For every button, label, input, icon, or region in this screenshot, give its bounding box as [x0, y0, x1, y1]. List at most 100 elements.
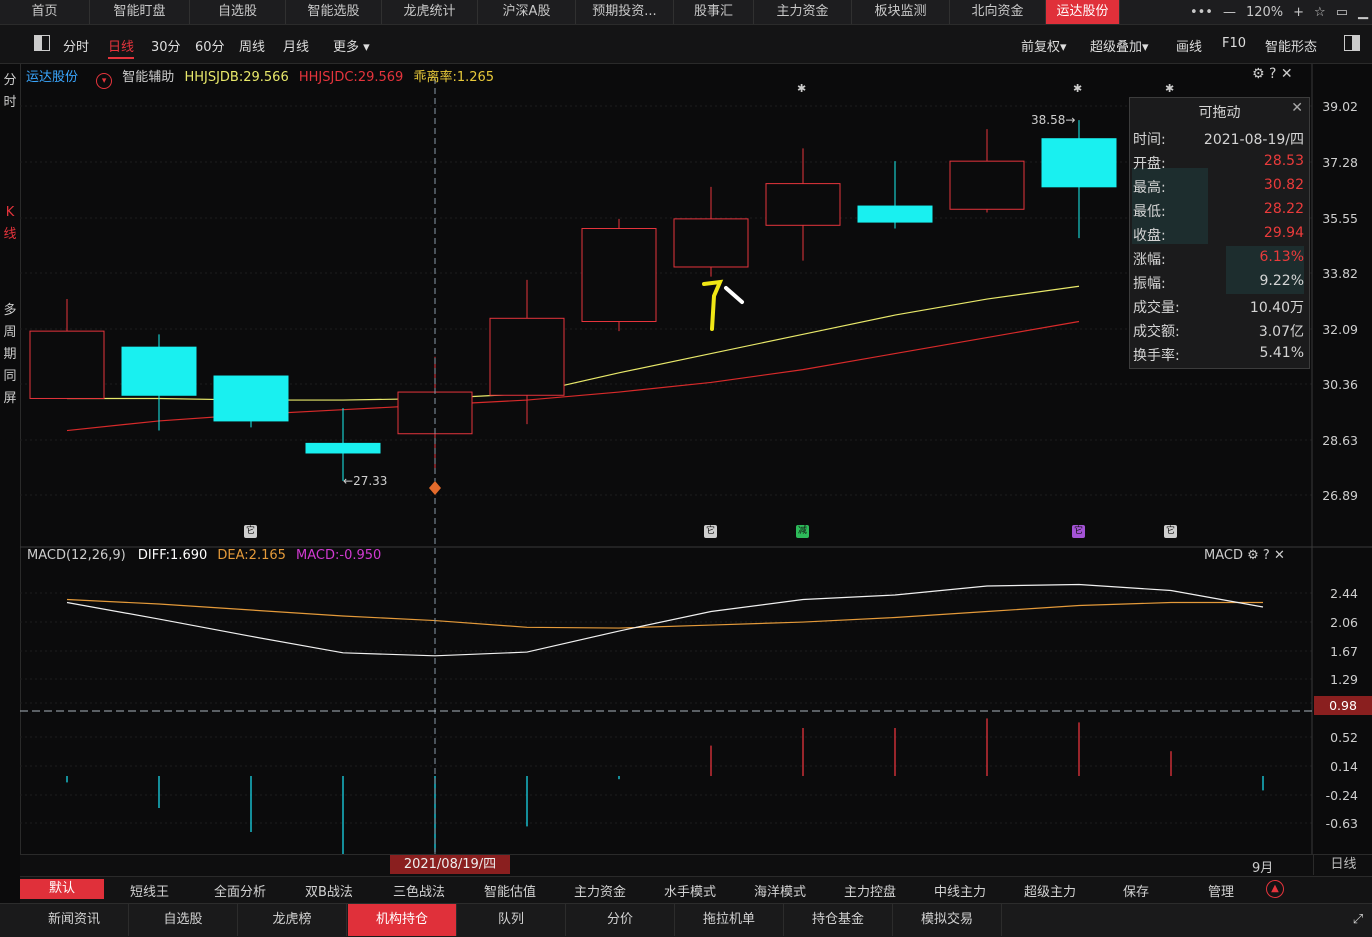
event-marker-icon[interactable]: 它	[1164, 525, 1177, 538]
indicator-tab[interactable]: 水手模式	[664, 885, 717, 900]
top-tab[interactable]: 龙虎统计	[382, 0, 478, 24]
overlay-dropdown[interactable]: 超级叠加▾	[1090, 40, 1149, 55]
indicator-tab[interactable]: 智能估值	[484, 885, 537, 900]
info-tab[interactable]: 队列	[457, 904, 566, 936]
event-marker-icon[interactable]: 减	[796, 525, 809, 538]
view-fenshi[interactable]: 分时	[3, 73, 17, 110]
top-tab[interactable]: 自选股	[190, 0, 286, 24]
macd-diff: DIFF:1.690	[137, 548, 208, 563]
close-icon[interactable]: ✕	[1273, 548, 1285, 563]
price-axis-label: 26.89	[1322, 488, 1358, 503]
fuquan-dropdown[interactable]: 前复权▾	[1021, 40, 1067, 55]
candle-body[interactable]	[305, 442, 381, 454]
smart-pattern-button[interactable]: 智能形态	[1265, 40, 1318, 55]
macd-axis-label: 1.67	[1330, 644, 1358, 659]
indicator-tab[interactable]: 中线主力	[934, 885, 987, 900]
monitor-icon[interactable]: ▭	[1335, 4, 1348, 20]
candle-body[interactable]	[1041, 138, 1117, 188]
period-weekly[interactable]: 周线	[239, 40, 266, 55]
indicator-tab[interactable]: 超级主力	[1024, 885, 1077, 900]
draw-line-button[interactable]: 画线	[1176, 40, 1203, 55]
candle-body[interactable]	[949, 160, 1025, 210]
settings-icon[interactable]: ⚙	[1247, 548, 1259, 563]
top-tab[interactable]: 首页	[0, 0, 90, 24]
event-marker-icon[interactable]: 它	[1072, 525, 1085, 538]
indicator-tab[interactable]: 保存	[1123, 885, 1150, 900]
info-tab[interactable]: 持仓基金	[784, 904, 893, 936]
info-tab[interactable]: 新闻资讯	[20, 904, 129, 936]
event-marker-icon[interactable]: 它	[244, 525, 257, 538]
hand-drawn-annotation	[702, 279, 724, 331]
candle-body[interactable]	[29, 330, 105, 399]
period-daily[interactable]: 日线	[108, 36, 135, 59]
candle-body[interactable]	[581, 228, 657, 323]
period-fenshi[interactable]: 分时	[63, 40, 90, 55]
settings-icon[interactable]: ⚙	[1252, 66, 1265, 82]
star-marker-icon: ✱	[1165, 82, 1175, 95]
kline-header-controls: ⚙ ? ✕	[1252, 66, 1293, 82]
indicator-tab[interactable]: 默认	[20, 879, 104, 899]
period-30min[interactable]: 30分	[151, 40, 181, 55]
popup-row: 换手率: 5.41%	[1132, 345, 1306, 367]
popup-key: 收盘:	[1133, 228, 1166, 244]
macd-axis-label: 2.06	[1330, 615, 1358, 630]
top-tab[interactable]: 北向资金	[950, 0, 1046, 24]
top-tab[interactable]: 智能选股	[286, 0, 382, 24]
deviation-value: 乖离率:1.265	[413, 70, 495, 85]
candle-body[interactable]	[673, 218, 749, 268]
candle-body[interactable]	[857, 205, 933, 223]
star-icon[interactable]: ☆	[1314, 4, 1326, 20]
top-tab[interactable]: 主力资金	[754, 0, 852, 24]
indicator-tab[interactable]: 海洋模式	[754, 885, 807, 900]
info-tab[interactable]: 模拟交易	[893, 904, 1002, 936]
top-tab[interactable]: 股事汇	[674, 0, 754, 24]
zoom-out-icon[interactable]: —	[1222, 4, 1236, 20]
period-monthly[interactable]: 月线	[283, 40, 310, 55]
more-dropdown[interactable]: 更多 ▾	[333, 40, 370, 55]
help-icon[interactable]: ?	[1262, 548, 1270, 563]
top-tab[interactable]: 预期投资...	[576, 0, 674, 24]
candle-body[interactable]	[489, 317, 565, 396]
period-60min[interactable]: 60分	[195, 40, 225, 55]
event-marker-icon[interactable]: 它	[704, 525, 717, 538]
indicator-tab[interactable]: 管理	[1208, 885, 1235, 900]
info-tab[interactable]: 龙虎榜	[238, 904, 347, 936]
indicator-tab[interactable]: 三色战法	[393, 885, 446, 900]
zoom-in-icon[interactable]: +	[1293, 4, 1305, 20]
info-tab[interactable]: 拖拉机单	[675, 904, 784, 936]
candle-body[interactable]	[765, 183, 841, 226]
indicator-tab[interactable]: 主力控盘	[844, 885, 897, 900]
indicator-tab[interactable]: 全面分析	[214, 885, 267, 900]
macd-label: MACD	[1204, 548, 1243, 563]
close-icon[interactable]: ✕	[1280, 66, 1293, 82]
indicator-tab[interactable]: 双B战法	[305, 885, 353, 900]
help-icon[interactable]: ?	[1269, 66, 1277, 82]
f10-button[interactable]: F10	[1222, 36, 1247, 51]
info-tab[interactable]: 自选股	[129, 904, 238, 936]
assist-dropdown-icon[interactable]: ▾	[96, 73, 113, 89]
data-popup[interactable]: 可拖动 ✕ 时间: 2021-08-19/四 开盘: 28.53 最高: 30.82 最低:…	[1129, 97, 1310, 369]
view-multi-period[interactable]: 多周期同屏	[3, 303, 17, 406]
sidebar-toggle-icon[interactable]	[1344, 35, 1360, 51]
more-icon[interactable]: •••	[1189, 4, 1213, 20]
top-tab[interactable]: 沪深A股	[478, 0, 576, 24]
candle-body[interactable]	[121, 346, 197, 396]
indicator-tab[interactable]: 主力资金	[574, 885, 627, 900]
expand-icon[interactable]: ⤢	[1352, 912, 1364, 927]
layout-toggle-icon[interactable]	[34, 35, 50, 51]
popup-close-icon[interactable]: ✕	[1291, 100, 1303, 116]
top-tab[interactable]: 板块监测	[852, 0, 950, 24]
top-tab[interactable]: 运达股份	[1046, 0, 1120, 24]
indicator-tab[interactable]: 短线王	[130, 885, 170, 900]
popup-value: 28.22	[1263, 201, 1304, 217]
info-tab[interactable]: 机构持仓	[348, 904, 457, 936]
top-tab[interactable]: 智能盯盘	[90, 0, 190, 24]
kline-chart[interactable]	[20, 64, 1372, 876]
info-tab[interactable]: 分价	[566, 904, 675, 936]
collapse-icon[interactable]: ▲	[1266, 880, 1284, 898]
candle-body[interactable]	[213, 375, 289, 422]
star-marker-icon: ✱	[1073, 82, 1083, 95]
period-tag[interactable]: 日线	[1313, 855, 1372, 875]
minimize-icon[interactable]: ▁	[1358, 4, 1368, 20]
